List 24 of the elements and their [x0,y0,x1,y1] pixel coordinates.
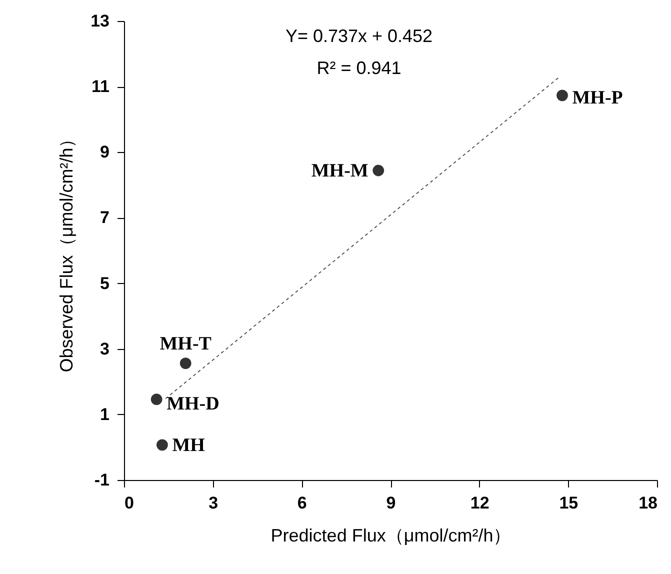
y-tick-label: 9 [100,142,110,162]
x-tick-label: 12 [470,494,490,512]
y-tick-label: 1 [100,404,110,424]
y-tick-label: 11 [92,77,110,96]
annotation: MH [172,434,206,456]
y-tick-label: -1 [94,470,110,490]
x-tick-label: 15 [559,494,578,512]
annotation: MH-T [160,333,212,354]
y-axis-title: Observed Flux（μmol/cm²/h） [56,130,77,372]
x-tick-label: 0 [124,494,134,512]
annotation: MH-P [572,87,624,108]
annotation: MH-M [311,160,368,182]
annotation: Y= 0.737x + 0.452 [285,26,433,46]
annotation: MH-D [166,393,220,414]
y-tick-label: 13 [90,12,110,30]
x-tick-label: 18 [638,494,658,512]
x-tick-label: 3 [208,494,218,512]
annotation: R² = 0.941 [316,58,402,78]
y-tick-label: 7 [100,208,110,228]
y-tick-label: 3 [100,339,110,358]
x-tick-label: 6 [297,494,307,512]
x-axis-title: Predicted Flux（μmol/cm²/h） [270,526,512,546]
y-tick-label: 5 [100,274,110,293]
x-tick-label: 9 [386,494,396,512]
